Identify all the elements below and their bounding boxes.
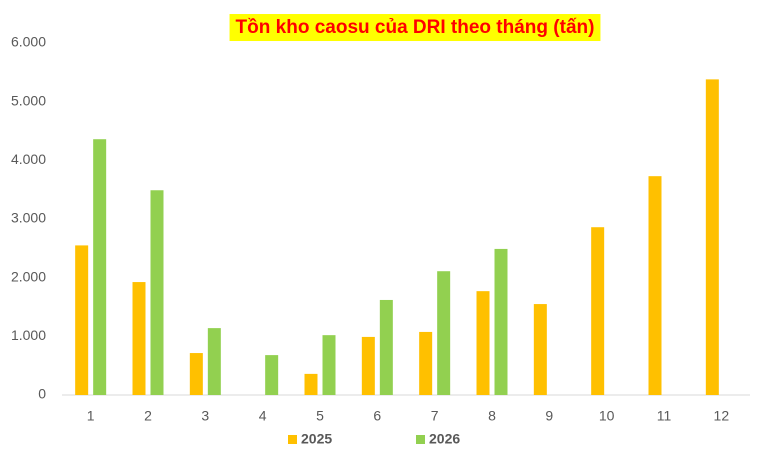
- bar: [189, 353, 203, 395]
- chart-title: Tồn kho caosu của DRI theo tháng (tấn): [236, 17, 595, 38]
- x-tick-label: 12: [714, 408, 730, 424]
- legend-swatch: [288, 435, 297, 444]
- bar: [379, 299, 393, 395]
- bar: [322, 335, 336, 395]
- y-tick-label: 4.000: [11, 151, 46, 167]
- bar: [494, 248, 508, 395]
- legend-label: 2026: [429, 431, 460, 447]
- x-tick-label: 1: [87, 408, 95, 424]
- x-tick-label: 4: [259, 408, 267, 424]
- y-tick-label: 5.000: [11, 92, 46, 108]
- bar: [265, 355, 279, 395]
- x-tick-label: 11: [657, 408, 672, 424]
- bar: [648, 176, 662, 395]
- bar: [207, 328, 221, 395]
- y-tick-label: 2.000: [11, 268, 46, 284]
- legend-swatch: [416, 435, 425, 444]
- bar: [93, 139, 107, 395]
- bar: [304, 373, 318, 395]
- x-tick-label: 7: [431, 408, 439, 424]
- bar: [75, 245, 89, 395]
- bar: [533, 304, 547, 395]
- bar: [132, 282, 146, 395]
- bar: [437, 271, 451, 395]
- bar: [476, 291, 490, 395]
- bar: [361, 336, 375, 395]
- x-tick-label: 5: [316, 408, 324, 424]
- x-tick-label: 9: [545, 408, 553, 424]
- x-tick-label: 10: [599, 408, 615, 424]
- x-tick-label: 3: [201, 408, 209, 424]
- y-tick-label: 0: [38, 386, 46, 402]
- y-tick-label: 1.000: [11, 327, 46, 343]
- title-background: [229, 14, 601, 42]
- bar: [591, 227, 605, 395]
- legend-label: 2025: [301, 431, 332, 447]
- x-tick-label: 2: [144, 408, 152, 424]
- bar: [419, 331, 433, 395]
- bar: [705, 79, 719, 395]
- x-tick-label: 6: [373, 408, 381, 424]
- x-tick-label: 8: [488, 408, 496, 424]
- bar: [150, 190, 164, 395]
- y-tick-label: 3.000: [11, 210, 46, 226]
- y-tick-label: 6.000: [11, 34, 46, 50]
